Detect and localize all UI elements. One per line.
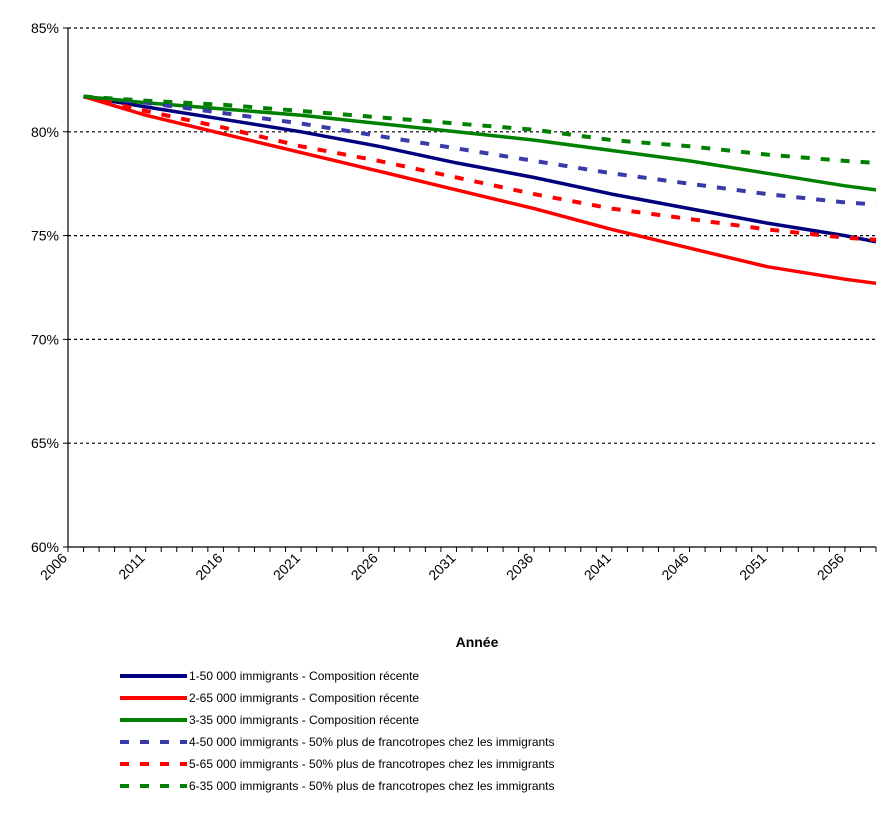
series-line-1 — [83, 94, 877, 244]
y-tick-label: 75% — [31, 228, 59, 244]
legend-item: 3-35 000 immigrants - Composition récent… — [120, 713, 419, 727]
y-tick-label: 80% — [31, 124, 59, 140]
x-tick-label: 2036 — [503, 550, 536, 583]
y-tick-label: 65% — [31, 435, 59, 451]
series-line-5 — [83, 94, 877, 242]
legend-item: 5-65 000 immigrants - 50% plus de franco… — [120, 757, 555, 771]
x-tick-label: 2011 — [115, 550, 148, 583]
x-tick-label: 2031 — [425, 550, 458, 583]
legend-label: 1-50 000 immigrants - Composition récent… — [189, 669, 419, 683]
series-lines — [82, 94, 877, 286]
x-tick-label: 2046 — [658, 550, 691, 583]
gridlines — [68, 27, 876, 444]
x-axis-title: Année — [456, 634, 499, 650]
x-tick-label: 2051 — [736, 550, 769, 583]
x-tick-label: 2041 — [581, 550, 614, 583]
legend: 1-50 000 immigrants - Composition récent… — [120, 669, 555, 793]
series-line-3 — [83, 94, 877, 192]
legend-label: 6-35 000 immigrants - 50% plus de franco… — [189, 779, 555, 793]
y-tick-label: 60% — [31, 539, 59, 555]
legend-label: 5-65 000 immigrants - 50% plus de franco… — [189, 757, 555, 771]
y-tick-label: 70% — [31, 331, 59, 347]
x-tick-label: 2056 — [814, 550, 847, 583]
series-line-4 — [83, 94, 877, 207]
legend-label: 2-65 000 immigrants - Composition récent… — [189, 691, 419, 705]
x-tick-label: 2026 — [348, 550, 381, 583]
legend-item: 6-35 000 immigrants - 50% plus de franco… — [120, 779, 555, 793]
x-tick-label: 2021 — [270, 550, 303, 583]
legend-item: 2-65 000 immigrants - Composition récent… — [120, 691, 419, 705]
legend-item: 1-50 000 immigrants - Composition récent… — [120, 669, 419, 683]
legend-label: 4-50 000 immigrants - 50% plus de franco… — [189, 735, 555, 749]
x-tick-label: 2016 — [192, 550, 225, 583]
series-line-2 — [82, 94, 877, 286]
series-line-6 — [83, 94, 877, 165]
y-tick-label: 85% — [31, 20, 59, 36]
legend-item: 4-50 000 immigrants - 50% plus de franco… — [120, 735, 555, 749]
legend-label: 3-35 000 immigrants - Composition récent… — [189, 713, 419, 727]
